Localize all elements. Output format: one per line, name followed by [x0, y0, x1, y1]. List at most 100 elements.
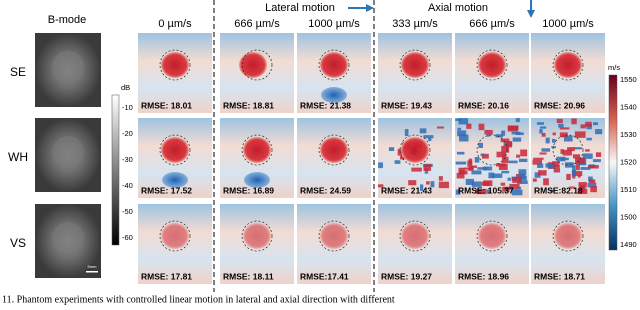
artifact: [419, 128, 427, 134]
artifact: [595, 129, 603, 135]
rmse-label: RMSE: 18.11: [223, 271, 274, 281]
artifact: [518, 158, 528, 163]
artifact: [512, 177, 522, 183]
artifact: [477, 167, 488, 170]
artifact: [580, 124, 586, 129]
inclusion: [401, 52, 429, 78]
inclusion: [320, 137, 348, 163]
db-tick: -50: [122, 207, 133, 216]
artifact: [539, 129, 543, 134]
artifact: [572, 171, 583, 176]
rmse-label: RMSE:82.18: [534, 185, 583, 195]
inclusion: [401, 223, 429, 249]
inclusion: [243, 137, 271, 163]
artifact: [518, 175, 527, 181]
artifact: [491, 173, 503, 178]
artifact: [511, 131, 521, 135]
artifact: [577, 174, 581, 178]
artifact: [571, 169, 577, 177]
artifact: [437, 126, 444, 129]
inclusion: [478, 223, 506, 249]
rmse-label: RMSE: 16.89: [223, 185, 274, 195]
artifact: [573, 147, 582, 150]
artifact: [571, 118, 577, 125]
artifact: [551, 146, 556, 149]
rmse-label: RMSE: 24.59: [300, 185, 351, 195]
artifact: [459, 170, 468, 175]
true-boundary: [476, 220, 508, 252]
artifact: [486, 134, 491, 137]
rmse-label: RMSE: 19.27: [381, 271, 432, 281]
rmse-label: RMSE: 20.96: [534, 100, 585, 110]
artifact: [592, 159, 601, 163]
true-boundary: [159, 220, 191, 252]
artifact: [563, 135, 573, 142]
artifact: [430, 181, 435, 188]
rmse-label: RMSE: 17.52: [141, 185, 192, 195]
lateral-arrow-head: [366, 4, 374, 12]
artifact: [553, 168, 561, 173]
artifact: [580, 167, 591, 170]
column-header: 333 µm/s: [392, 18, 438, 30]
row-label: WH: [8, 150, 28, 164]
axial-header: Axial motion: [428, 2, 488, 14]
artifact: [532, 159, 543, 165]
artifact: [509, 183, 520, 190]
artifact: [589, 179, 596, 184]
artifact: [572, 154, 581, 159]
inclusion: [554, 223, 582, 249]
artifact: [515, 118, 520, 123]
artifact: [585, 149, 590, 152]
artifact: [486, 189, 491, 194]
artifact: [560, 149, 564, 154]
artifact: [420, 184, 424, 191]
artifact: [559, 127, 570, 130]
artifact: [488, 172, 495, 179]
artifact: [554, 165, 560, 169]
db-tick: -20: [122, 129, 133, 138]
rmse-label: RMSE: 18.81: [223, 100, 274, 110]
artifact: [404, 129, 409, 137]
artifact: [481, 153, 489, 159]
artifact: [517, 186, 522, 190]
artifact: [593, 122, 599, 126]
artifact: [501, 156, 509, 163]
db-tick: -10: [122, 103, 133, 112]
true-boundary: [159, 134, 191, 166]
artifact: [478, 142, 483, 149]
true-boundary: [241, 134, 273, 166]
artifact: [590, 186, 597, 193]
artifact: [516, 154, 521, 158]
true-boundary: [399, 49, 431, 81]
rmse-label: RMSE: 18.71: [534, 271, 585, 281]
artifact: [533, 157, 544, 160]
artifact: [562, 149, 572, 156]
artifact: [321, 87, 347, 103]
rmse-label: RMSE: 20.16: [458, 100, 509, 110]
artifact: [545, 137, 550, 144]
inclusion: [554, 52, 582, 78]
speed-tick: 1550: [620, 75, 637, 84]
speed-colorbar: [608, 74, 618, 251]
inclusion: [239, 52, 267, 78]
true-boundary: [241, 220, 273, 252]
artifact: [456, 151, 465, 155]
inclusion: [161, 223, 189, 249]
artifact: [438, 176, 443, 181]
inclusion: [320, 223, 348, 249]
artifact: [466, 123, 472, 129]
column-header: 1000 µm/s: [308, 18, 360, 30]
artifact: [495, 163, 506, 167]
true-boundary: [241, 49, 273, 81]
artifact: [545, 163, 553, 168]
artifact: [423, 135, 434, 139]
artifact: [162, 172, 188, 188]
artifact: [457, 130, 467, 137]
artifact: [575, 163, 580, 171]
artifact: [475, 188, 487, 195]
artifact: [578, 182, 587, 188]
inclusion: [320, 52, 348, 78]
artifact: [539, 126, 547, 129]
artifact: [552, 132, 556, 136]
bmode-inclusion: [52, 136, 84, 168]
